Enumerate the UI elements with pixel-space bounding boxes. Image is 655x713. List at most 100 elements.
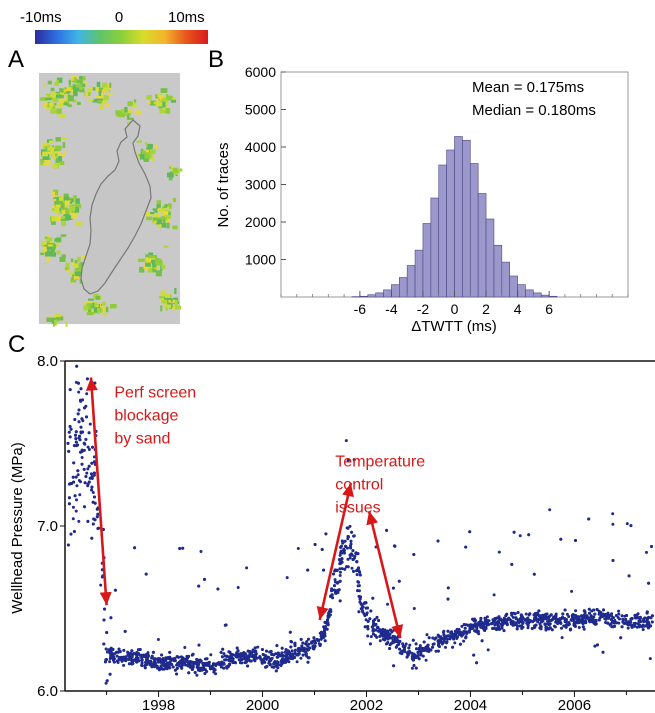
map-speckle-patch [115,110,123,115]
histogram-x-tick-label: -6 [354,301,367,317]
pressure-point [140,661,144,665]
pressure-point [187,654,191,658]
pressure-point [355,568,359,572]
pressure-point [523,618,527,622]
map-speckle-patch [51,221,56,225]
map-speckle-patch [47,151,51,155]
map-speckle-patch [146,95,152,100]
map-speckle-patch [41,250,47,254]
pressure-point [80,462,84,466]
pressure-annotation-line: Temperature [335,454,425,471]
pressure-point [67,496,71,500]
pressure-point [394,645,398,649]
pressure-point [175,666,179,670]
pressure-point [469,623,473,627]
map-speckle-patch [107,93,113,96]
pressure-point [482,627,486,631]
pressure-point [585,614,589,618]
map-speckle-patch [59,102,63,108]
pressure-point [463,626,467,630]
pressure-point [85,415,88,419]
histogram-bar [375,292,384,298]
pressure-point [301,641,305,645]
pressure-point [552,624,556,628]
pressure-point [538,622,542,626]
histogram-y-tick-label: 4000 [245,139,276,155]
map-speckle-patch [75,84,83,88]
map-speckle-patch [40,160,44,166]
pressure-point [355,552,359,556]
map-speckle-patch [98,92,102,98]
map-speckle-patch [61,221,66,227]
pressure-point [362,612,366,616]
map-speckle-patch [173,297,179,301]
pressure-point [260,661,264,665]
pressure-point [97,526,101,530]
pressure-point [120,659,124,662]
pressure-point [645,616,649,620]
map-speckle-patch [48,140,54,144]
pressure-point [313,543,317,546]
pressure-point [431,636,435,640]
pressure-point [201,663,205,667]
map-speckle-patch [63,193,69,198]
pressure-point [74,437,78,441]
pressure-point [445,641,448,645]
map-speckle-patch [47,247,50,254]
pressure-point [318,643,322,646]
map-speckle-patch [160,217,168,220]
pressure-point [588,620,592,624]
pressure-point [378,635,382,638]
map-speckle-patch [81,82,88,85]
pressure-point [204,662,208,665]
map-speckle-patch [163,304,167,307]
pressure-point [646,626,650,630]
pressure-point [146,655,150,659]
pressure-point [284,656,288,660]
map-speckle-patch [75,222,83,227]
pressure-point [71,475,75,479]
pressure-point [129,656,133,660]
pressure-point [82,441,86,445]
map-speckle-patch [152,268,157,273]
map-speckle-patch [164,214,167,218]
histogram-bar [430,197,440,298]
pressure-point [368,617,372,621]
pressure-point [140,658,144,662]
pressure-point [625,614,629,617]
map-speckle-patch [95,98,99,102]
pressure-point [619,636,623,640]
pressure-point [307,642,311,646]
pressure-point [645,611,649,615]
pressure-point [617,621,621,625]
map-speckle-patch [73,86,80,92]
map-speckle-patch [163,211,169,216]
histogram-bar [517,284,526,298]
pressure-point [301,648,305,652]
pressure-arrow [366,510,404,639]
map-speckle-patch [62,210,66,215]
map-speckle-patch [55,137,62,142]
pressure-point [109,653,113,657]
map-speckle-patch [164,101,169,105]
pressure-point [276,666,280,670]
pressure-point [392,664,396,668]
pressure-point [332,572,335,576]
pressure-point [378,628,382,632]
pressure-point [353,554,357,558]
pressure-point [510,611,514,615]
pressure-point [375,615,379,619]
pressure-point [442,630,445,634]
pressure-point [437,643,440,647]
pressure-point [617,612,621,616]
pressure-point [348,556,352,560]
pressure-point [627,623,631,627]
pressure-point [398,647,402,651]
pressure-point [539,625,543,629]
map-speckle-patch [124,112,131,116]
map-speckle-patch [54,319,57,326]
map-speckle-patch [40,158,44,162]
pressure-point [268,662,272,666]
histogram-bar [462,139,471,298]
pressure-point [346,565,350,569]
